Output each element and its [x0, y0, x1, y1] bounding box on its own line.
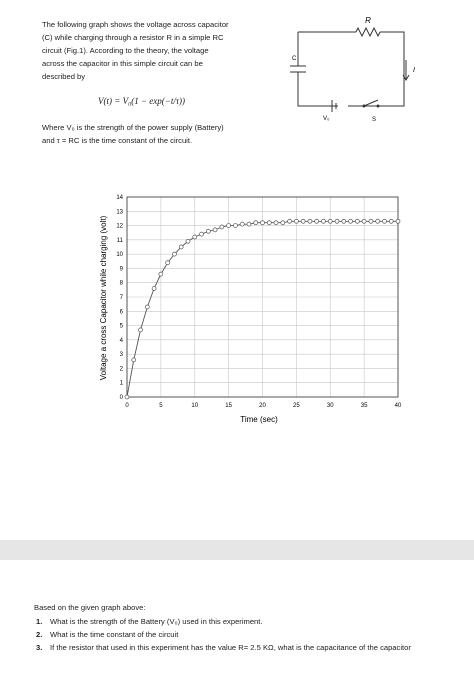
- x-tick-label: 5: [159, 403, 163, 409]
- intro-line: across the capacitor in this simple circ…: [42, 59, 203, 68]
- y-tick-label: 5: [120, 324, 124, 330]
- data-point: [185, 238, 191, 244]
- question: 1. What is the strength of the Battery (V…: [34, 615, 434, 628]
- capacitor-label: C: [292, 56, 297, 62]
- resistor-label: R: [365, 16, 371, 25]
- intro-line: described by: [42, 72, 86, 81]
- question-number: 3.: [36, 643, 43, 652]
- data-point: [287, 218, 292, 224]
- data-point: [341, 218, 347, 224]
- data-point: [388, 218, 394, 224]
- x-tick-label: 30: [327, 403, 334, 409]
- x-axis-label: Time (sec): [240, 415, 278, 424]
- data-point: [172, 251, 177, 257]
- x-tick-label: 10: [191, 403, 198, 409]
- data-point: [307, 218, 313, 224]
- question-number: 1.: [36, 617, 43, 626]
- data-point: [314, 218, 320, 224]
- question-text: What is the strength of the Battery (V₀)…: [50, 617, 263, 626]
- data-point: [151, 286, 157, 291]
- switch-label: S: [372, 117, 376, 123]
- y-tick-label: 4: [120, 338, 124, 344]
- x-tick-label: 35: [361, 403, 368, 409]
- y-axis-label: Voltage a cross Capacitor while charging…: [99, 215, 108, 380]
- intro-line: The following graph shows the voltage ac…: [42, 20, 229, 29]
- x-tick-label: 0: [125, 403, 129, 409]
- circuit-diagram: R C I V₀ S: [290, 16, 415, 123]
- y-tick-label: 8: [120, 281, 124, 287]
- questions-heading: Based on the given graph above:: [34, 603, 146, 612]
- question: 2. What is the time constant of the circu…: [34, 628, 434, 641]
- data-point: [266, 220, 272, 226]
- y-tick-label: 6: [120, 309, 124, 315]
- data-point: [280, 220, 286, 226]
- data-point: [300, 218, 306, 224]
- y-tick-label: 0: [120, 395, 124, 401]
- data-point: [361, 218, 367, 224]
- y-tick-label: 10: [116, 252, 123, 258]
- data-point: [327, 218, 333, 224]
- y-tick-label: 12: [116, 224, 123, 230]
- data-point: [165, 260, 170, 266]
- data-point: [253, 220, 259, 226]
- y-tick-label: 9: [120, 266, 124, 272]
- data-point: [131, 357, 137, 363]
- data-point: [138, 327, 143, 333]
- y-tick-label: 11: [117, 238, 124, 244]
- data-point: [260, 220, 265, 226]
- data-point: [368, 218, 374, 224]
- data-point: [348, 218, 353, 224]
- data-point: [219, 224, 225, 230]
- data-point: [158, 271, 164, 277]
- data-point: [395, 218, 401, 224]
- graph: Voltage a cross Capacitor while charging…: [99, 195, 402, 424]
- question-text: What is the time constant of the circuit: [50, 630, 179, 639]
- data-point: [273, 220, 279, 226]
- data-point: [355, 218, 360, 224]
- data-point: [239, 221, 245, 227]
- data-point: [212, 227, 218, 233]
- where-line: Where V₀ is the strength of the power su…: [42, 123, 224, 132]
- page-2: Based on the given graph above: 1. What i…: [0, 560, 474, 677]
- battery-label: V₀: [323, 116, 330, 122]
- data-point: [226, 223, 231, 228]
- page-1: The following graph shows the voltage ac…: [0, 0, 474, 540]
- data-point: [334, 218, 340, 224]
- y-tick-label: 13: [116, 209, 123, 215]
- question-text: If the resistor that used in this experi…: [50, 643, 411, 652]
- question: 3. If the resistor that used in this expe…: [34, 641, 434, 654]
- data-point: [178, 244, 184, 250]
- data-point: [246, 221, 252, 227]
- data-point: [192, 234, 198, 240]
- y-tick-label: 7: [120, 295, 124, 301]
- current-label: I: [413, 67, 415, 74]
- y-tick-label: 1: [120, 381, 124, 387]
- y-tick-label: 3: [120, 352, 124, 358]
- intro-line: (C) while charging through a resistor R …: [42, 33, 224, 42]
- data-point: [144, 304, 150, 310]
- data-point: [321, 218, 326, 224]
- question-list: 1. What is the strength of the Battery (V…: [34, 615, 434, 654]
- data-point: [233, 223, 238, 228]
- intro-line: circuit (Fig.1). According to the theory…: [42, 46, 209, 55]
- x-tick-label: 25: [293, 403, 300, 409]
- data-point: [124, 394, 130, 400]
- x-tick-label: 15: [225, 403, 232, 409]
- formula: V(t) = V₀(1 − exp(−t/τ)): [98, 96, 186, 106]
- data-point: [382, 218, 387, 224]
- y-tick-label: 14: [116, 195, 123, 201]
- data-point: [375, 218, 381, 224]
- data-point: [199, 231, 204, 237]
- y-tick-label: 2: [120, 366, 124, 372]
- x-tick-label: 40: [395, 403, 402, 409]
- plot-frame: [126, 196, 399, 398]
- question-number: 2.: [36, 630, 43, 639]
- where-line: and τ = RC is the time constant of the c…: [42, 136, 193, 145]
- data-point: [205, 228, 211, 234]
- x-tick-label: 20: [259, 403, 266, 409]
- data-point: [294, 218, 299, 224]
